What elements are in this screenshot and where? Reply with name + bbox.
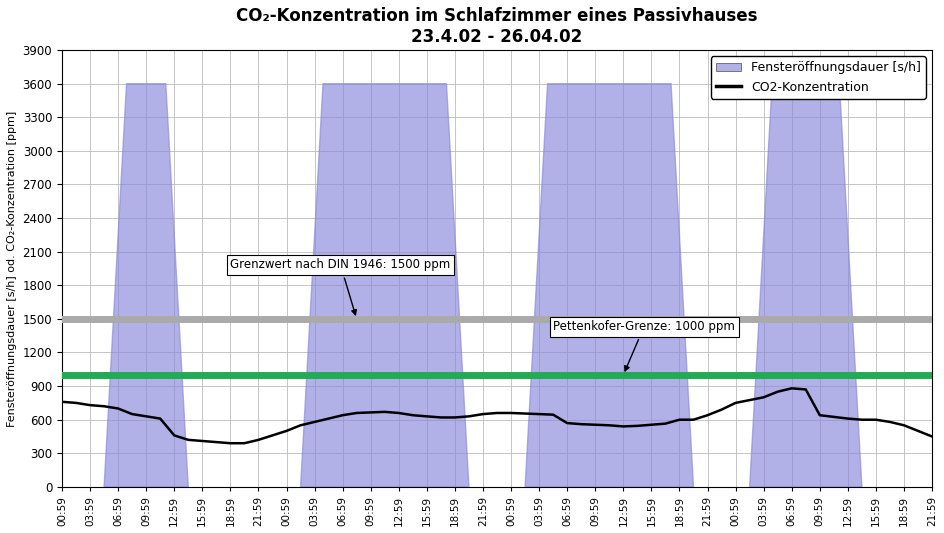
Polygon shape <box>525 84 694 487</box>
Polygon shape <box>104 84 188 487</box>
Text: Pettenkofer-Grenze: 1000 ppm: Pettenkofer-Grenze: 1000 ppm <box>553 320 735 371</box>
Polygon shape <box>300 84 469 487</box>
Text: Grenzwert nach DIN 1946: 1500 ppm: Grenzwert nach DIN 1946: 1500 ppm <box>230 259 450 315</box>
Title: CO₂-Konzentration im Schlafzimmer eines Passivhauses
23.4.02 - 26.04.02: CO₂-Konzentration im Schlafzimmer eines … <box>236 7 758 46</box>
Polygon shape <box>750 84 862 487</box>
Legend: Fensteröffnungsdauer [s/h], CO2-Konzentration: Fensteröffnungsdauer [s/h], CO2-Konzentr… <box>711 56 926 99</box>
Y-axis label: Fensteröffnungsdauer [s/h] od. CO₂-Konzentration [ppm]: Fensteröffnungsdauer [s/h] od. CO₂-Konze… <box>7 110 17 426</box>
